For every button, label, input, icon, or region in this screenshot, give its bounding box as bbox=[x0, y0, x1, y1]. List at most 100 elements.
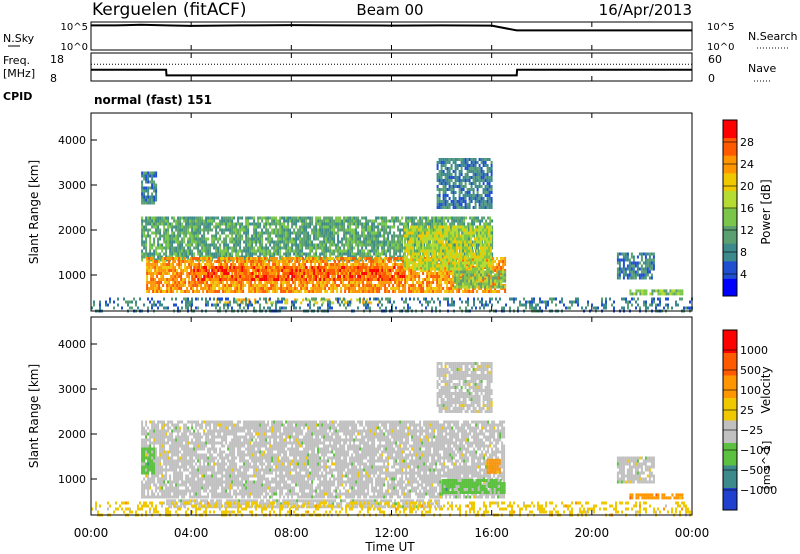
power-cell bbox=[425, 219, 428, 223]
power-cell bbox=[301, 231, 304, 235]
power-cell bbox=[206, 284, 209, 287]
power-cell bbox=[438, 252, 440, 256]
power-cell bbox=[434, 278, 437, 281]
power-cell bbox=[434, 275, 437, 278]
power-cell bbox=[141, 222, 144, 226]
power-cell bbox=[336, 290, 339, 293]
power-cell bbox=[407, 222, 410, 226]
power-cell bbox=[318, 287, 321, 290]
power-cell bbox=[233, 237, 236, 241]
power-cell bbox=[233, 225, 236, 229]
power-cell bbox=[371, 222, 374, 226]
power-cell bbox=[273, 222, 276, 226]
power-cell bbox=[319, 266, 322, 269]
power-cell bbox=[201, 246, 204, 250]
power-cell bbox=[271, 222, 274, 226]
power-cell bbox=[235, 272, 238, 275]
power-cell bbox=[169, 237, 172, 241]
power-cell bbox=[187, 228, 190, 232]
power-cell bbox=[208, 287, 211, 290]
power-cell bbox=[290, 290, 293, 293]
power-cell bbox=[154, 269, 157, 272]
power-cell bbox=[197, 228, 200, 232]
power-cell bbox=[345, 272, 348, 275]
power-cell bbox=[251, 272, 254, 275]
power-cell bbox=[383, 225, 386, 229]
power-cell bbox=[302, 257, 305, 260]
power-cell bbox=[325, 252, 328, 256]
power-cell bbox=[235, 278, 238, 281]
power-cell bbox=[328, 266, 331, 269]
power-cell bbox=[464, 234, 466, 238]
power-cell bbox=[369, 231, 372, 235]
power-cell bbox=[353, 234, 356, 238]
power-cell bbox=[428, 281, 431, 284]
power-cell bbox=[179, 243, 182, 247]
power-cell bbox=[145, 246, 148, 250]
power-cell bbox=[418, 255, 420, 259]
power-cell bbox=[358, 260, 361, 263]
power-cell bbox=[146, 257, 149, 260]
power-cell bbox=[439, 219, 442, 223]
power-cell bbox=[305, 237, 308, 241]
power-cell bbox=[318, 284, 321, 287]
power-cell bbox=[202, 257, 205, 260]
power-cell bbox=[480, 234, 482, 238]
power-cell bbox=[369, 237, 372, 241]
power-cell bbox=[167, 228, 170, 232]
power-cell bbox=[211, 272, 214, 275]
power-cell bbox=[330, 284, 333, 287]
power-cell bbox=[454, 237, 456, 241]
power-cell bbox=[366, 287, 369, 290]
power-cell bbox=[464, 240, 466, 244]
power-cell bbox=[325, 231, 328, 235]
power-cell bbox=[310, 263, 313, 266]
power-cell bbox=[162, 257, 165, 260]
power-cell bbox=[156, 281, 159, 284]
power-cell bbox=[432, 243, 434, 247]
power-cell bbox=[182, 272, 185, 275]
power-cell bbox=[343, 249, 346, 253]
power-cell bbox=[182, 290, 185, 293]
power-cell bbox=[428, 246, 430, 250]
power-cell bbox=[197, 275, 200, 278]
power-cell bbox=[363, 275, 366, 278]
power-cell bbox=[357, 243, 360, 247]
power-cell bbox=[331, 272, 334, 275]
power-cell bbox=[146, 278, 149, 281]
power-cell bbox=[470, 249, 472, 253]
power-cell bbox=[428, 249, 430, 253]
power-cell bbox=[233, 222, 236, 226]
power-cell bbox=[402, 290, 405, 293]
power-cell bbox=[401, 266, 404, 269]
power-cell bbox=[440, 228, 442, 232]
power-cell bbox=[174, 266, 177, 269]
power-cell bbox=[242, 290, 245, 293]
power-cell bbox=[312, 284, 315, 287]
power-cell bbox=[349, 246, 352, 250]
power-cell bbox=[295, 252, 298, 256]
power-cell bbox=[263, 269, 266, 272]
power-cell bbox=[383, 237, 386, 241]
power-cell bbox=[242, 281, 245, 284]
power-cell bbox=[408, 249, 410, 253]
power-cell bbox=[441, 216, 444, 220]
power-cell bbox=[205, 275, 208, 278]
power-cell bbox=[239, 222, 242, 226]
power-cell bbox=[349, 266, 352, 269]
power-cell bbox=[406, 275, 409, 278]
power-cell bbox=[276, 272, 279, 275]
power-cell bbox=[217, 246, 220, 250]
power-cell bbox=[353, 246, 356, 250]
power-cell bbox=[491, 228, 494, 232]
power-cell bbox=[206, 263, 209, 266]
power-cell bbox=[408, 275, 411, 278]
power-cell bbox=[343, 278, 346, 281]
power-cell bbox=[227, 249, 230, 253]
power-cell bbox=[223, 228, 226, 232]
power-cell bbox=[376, 263, 379, 266]
power-cell bbox=[384, 281, 387, 284]
power-cell bbox=[347, 252, 350, 256]
power-cell bbox=[174, 278, 177, 281]
power-cell bbox=[403, 275, 406, 278]
